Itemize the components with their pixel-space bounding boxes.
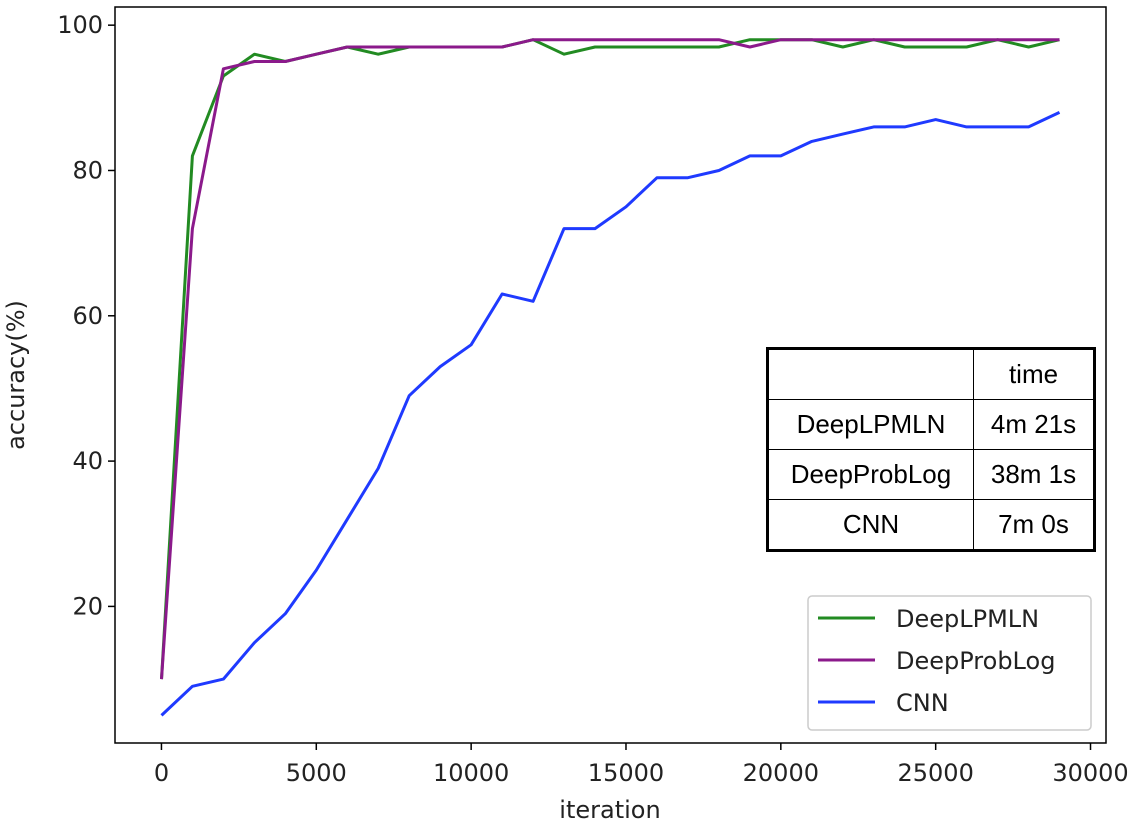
table-row: CNN 7m 0s <box>767 499 1095 551</box>
legend-box <box>807 595 1092 731</box>
y-tick-label: 100 <box>57 11 103 39</box>
table-header-cell <box>767 348 974 400</box>
table-cell-method: DeepLPMLN <box>767 399 974 450</box>
training-time-table: time DeepLPMLN 4m 21s DeepProbLog 38m 1s… <box>766 347 1096 552</box>
table-cell-time: 38m 1s <box>973 449 1095 500</box>
y-tick-label: 20 <box>72 592 103 620</box>
axis-ticks: 0 5000 10000 15000 20000 25000 30000 20 40 60 80 10… <box>57 11 1129 787</box>
x-tick-label: 25000 <box>897 759 973 787</box>
table-row: DeepProbLog 38m 1s <box>767 449 1095 500</box>
x-tick-label: 15000 <box>588 759 664 787</box>
x-tick-label: 20000 <box>743 759 819 787</box>
table-header-row: time <box>767 348 1095 400</box>
table-cell-method: DeepProbLog <box>767 449 974 500</box>
table-cell-time: 4m 21s <box>973 399 1095 450</box>
y-axis-label: accuracy(%) <box>2 300 30 450</box>
plot-frame <box>114 6 1107 744</box>
series-line-cnn <box>160 111 1061 717</box>
x-tick-label: 30000 <box>1052 759 1128 787</box>
series-lines <box>160 38 1061 717</box>
plot-area <box>114 6 1107 744</box>
x-axis-label: iteration <box>559 796 660 824</box>
y-tick-label: 60 <box>72 302 103 330</box>
x-tick-label: 5000 <box>286 759 347 787</box>
series-line-deepproblog <box>160 38 1060 680</box>
table-header-cell: time <box>973 348 1095 400</box>
legend-label-cnn: CNN <box>896 689 949 717</box>
y-tick-label: 40 <box>72 447 103 475</box>
legend: DeepLPMLN DeepProbLog CNN <box>807 595 1092 731</box>
table-cell-time: 7m 0s <box>973 499 1095 551</box>
x-tick-label: 0 <box>154 759 169 787</box>
legend-label-deeplpmln: DeepLPMLN <box>896 605 1039 633</box>
x-tick-label: 10000 <box>433 759 509 787</box>
table-row: DeepLPMLN 4m 21s <box>767 399 1095 450</box>
legend-label-deepproblog: DeepProbLog <box>896 647 1055 675</box>
table-cell-method: CNN <box>767 499 974 551</box>
y-tick-label: 80 <box>72 156 103 184</box>
